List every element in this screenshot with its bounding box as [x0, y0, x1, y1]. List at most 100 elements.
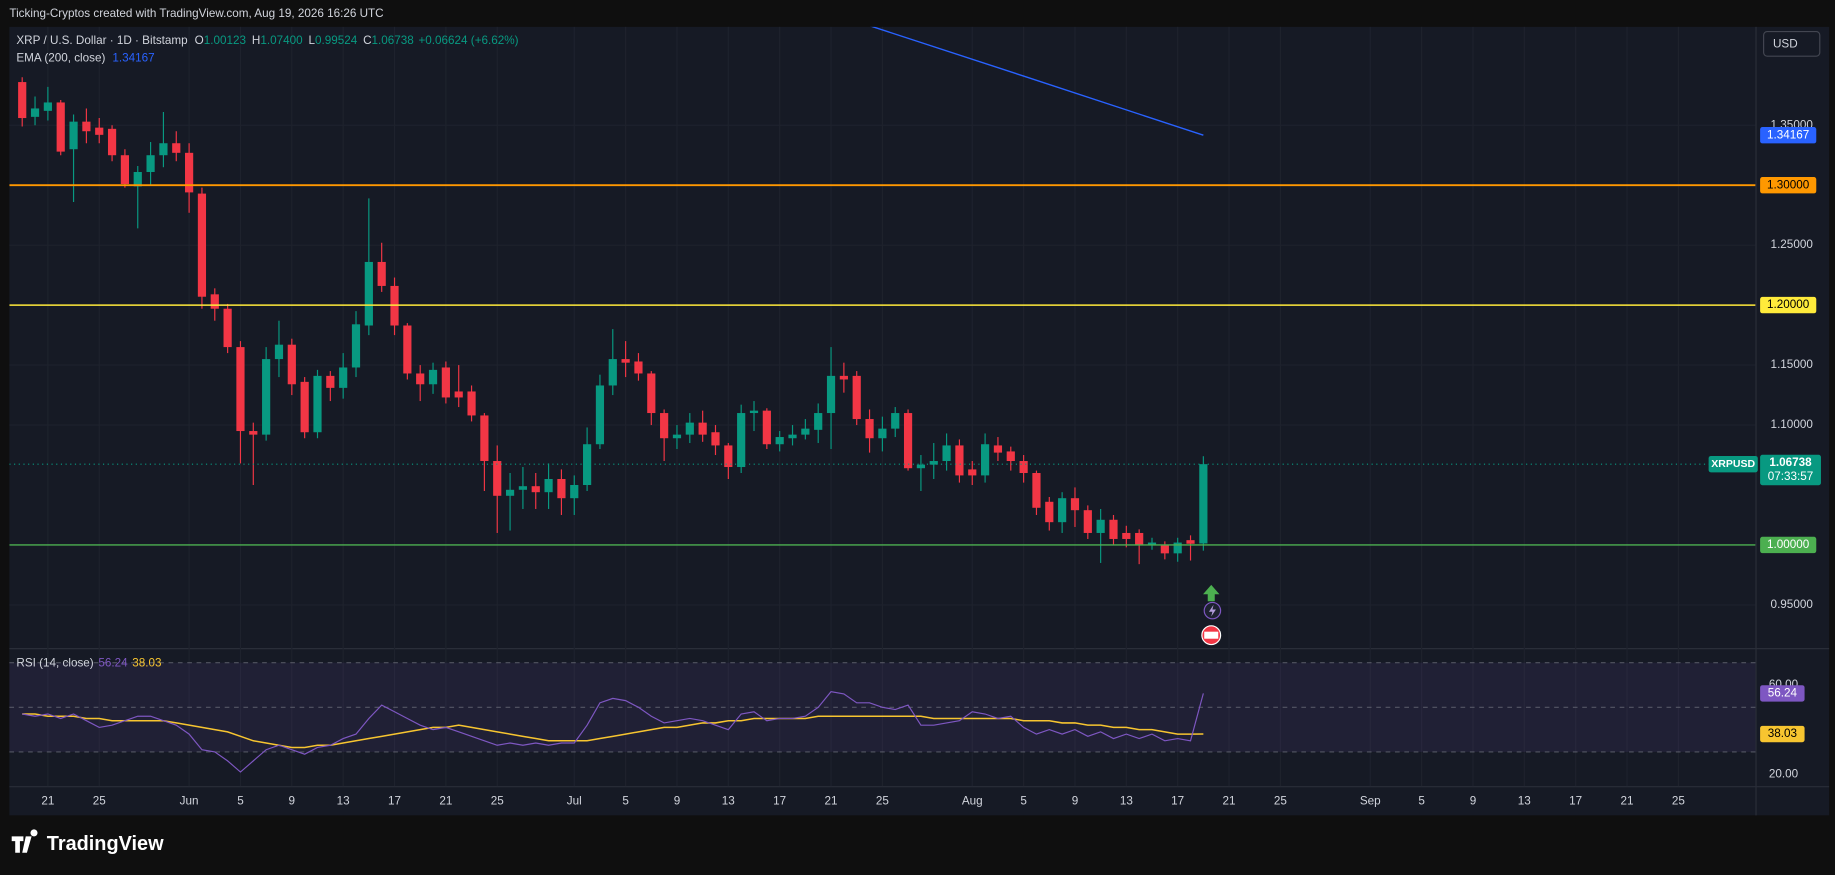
candle-body [660, 413, 669, 439]
x-tick-label: Jul [567, 794, 582, 807]
candle-body [1122, 532, 1131, 539]
ohlc-value: 1.07400 [260, 34, 303, 47]
candle-body [1019, 461, 1028, 474]
candle-body [133, 172, 142, 187]
x-tick-label: 25 [491, 794, 505, 807]
candle-body [608, 359, 617, 386]
rsi-pane [9, 662, 1756, 773]
x-tick-label: 17 [388, 794, 401, 807]
legend-ema: EMA (200, close) 1.34167 [16, 52, 154, 65]
candle-body [685, 422, 694, 435]
price-badge-label: 1.06738 [1769, 456, 1812, 469]
candle-body [1032, 473, 1041, 508]
currency: USD [1773, 38, 1798, 51]
level-badge [1760, 177, 1817, 194]
ohlc-key: C [363, 34, 371, 47]
candle-body [262, 359, 271, 435]
candle-body [698, 422, 707, 435]
y-tick-label: 1.15000 [1771, 358, 1814, 371]
candle-body [1070, 498, 1080, 511]
candle-body [1058, 498, 1067, 523]
candle-body [749, 410, 759, 414]
rsi-legend-value: 56.24 [98, 656, 128, 669]
price-pane [9, 26, 1756, 565]
x-tick-label: 25 [1672, 794, 1686, 807]
price-badge [1760, 454, 1821, 486]
candle-body [300, 381, 309, 433]
chart-area [9, 26, 1830, 816]
rsi-line [22, 713, 1204, 749]
candle-body [878, 428, 887, 439]
rsi-legend-value: 38.03 [132, 656, 161, 669]
x-tick-label: 17 [1569, 794, 1582, 807]
logo-mark [11, 829, 38, 853]
candle-body [403, 325, 412, 374]
candle-body [826, 375, 836, 414]
candle-body [981, 444, 990, 476]
signal-arrow[interactable] [1203, 584, 1220, 602]
logo-text: TradingView [47, 833, 164, 855]
candle-body [82, 121, 91, 132]
axes: 21 25 Jun 5 9 13 17 21 25 Jul 5 9 13 17 21 25 Aug 5 9 13 17 2… [16, 34, 1821, 807]
candle-body [903, 413, 913, 469]
candle-body [428, 369, 438, 385]
x-tick-label: 13 [1120, 794, 1133, 807]
event-icons [1201, 584, 1222, 646]
candle-body [891, 413, 900, 429]
ema-line [870, 26, 1204, 136]
candle-body [518, 486, 528, 490]
level-label: 1.00000 [1767, 538, 1810, 551]
candle-body [326, 375, 335, 388]
x-tick-label: 9 [674, 794, 681, 807]
x-tick-label: 17 [1171, 794, 1184, 807]
candle-body [942, 445, 951, 462]
candle-body [955, 445, 964, 476]
candle-body [287, 344, 296, 385]
rsi-badge-label: 38.03 [1768, 727, 1797, 740]
candle-body [634, 361, 643, 374]
x-tick-label: 21 [1223, 794, 1236, 807]
candle-body [1083, 510, 1092, 533]
candle-body [313, 375, 322, 433]
candle-body [339, 367, 348, 388]
level-label: 1.30000 [1767, 178, 1810, 191]
rsi-legend: RSI (14, close) 56.24 38.03 [16, 656, 161, 669]
candle-body [30, 108, 40, 117]
candle-body [621, 359, 630, 363]
candle-body [801, 428, 810, 435]
level-badge [1760, 296, 1817, 314]
candle-body [274, 344, 284, 360]
logo: TradingView [11, 829, 164, 855]
candle-body [416, 373, 425, 385]
candle-body [185, 152, 194, 193]
candle-body [146, 155, 155, 173]
candle-body [493, 461, 502, 496]
candle-body [1006, 451, 1015, 462]
candle-body [1160, 544, 1169, 554]
candle-body [775, 437, 784, 445]
level-badge [1760, 536, 1817, 554]
candle-body [351, 324, 361, 368]
candle-body [762, 410, 771, 445]
candle-body [737, 413, 746, 468]
legend-title: XRP / U.S. Dollar · 1D · Bitstamp [16, 34, 188, 47]
x-tick-label: 21 [825, 794, 838, 807]
candle-body [711, 432, 720, 446]
level-label: 1.20000 [1767, 298, 1810, 311]
candle-body [1173, 542, 1182, 554]
candle-body [531, 486, 540, 493]
candle-body [788, 434, 797, 439]
candle-body [1186, 540, 1195, 544]
candle-body [467, 391, 476, 416]
currency-box[interactable] [1763, 30, 1821, 57]
ohlc-key: L [308, 34, 315, 47]
candle-body [557, 479, 566, 499]
y-tick-label: 1.25000 [1771, 238, 1814, 251]
x-tick-label: 25 [93, 794, 107, 807]
event-bolt [1208, 604, 1216, 617]
ema-value: 1.34167 [112, 52, 154, 65]
candle-body [993, 445, 1003, 453]
candle-body [364, 261, 373, 326]
